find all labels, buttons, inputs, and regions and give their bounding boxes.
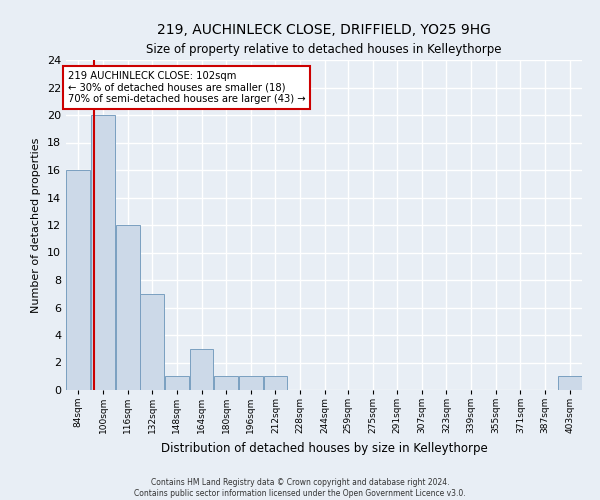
Y-axis label: Number of detached properties: Number of detached properties [31,138,41,312]
Bar [165,376,189,390]
Bar [214,376,238,390]
Bar [239,376,263,390]
Text: 219, AUCHINLECK CLOSE, DRIFFIELD, YO25 9HG: 219, AUCHINLECK CLOSE, DRIFFIELD, YO25 9… [157,22,491,36]
Bar [190,349,214,390]
Text: Size of property relative to detached houses in Kelleythorpe: Size of property relative to detached ho… [146,42,502,56]
Bar [67,170,90,390]
Bar [91,115,115,390]
Bar [263,376,287,390]
Bar [140,294,164,390]
Text: Contains HM Land Registry data © Crown copyright and database right 2024.
Contai: Contains HM Land Registry data © Crown c… [134,478,466,498]
X-axis label: Distribution of detached houses by size in Kelleythorpe: Distribution of detached houses by size … [161,442,487,454]
Text: 219 AUCHINLECK CLOSE: 102sqm
← 30% of detached houses are smaller (18)
70% of se: 219 AUCHINLECK CLOSE: 102sqm ← 30% of de… [68,71,305,104]
Bar [116,225,140,390]
Bar [558,376,581,390]
